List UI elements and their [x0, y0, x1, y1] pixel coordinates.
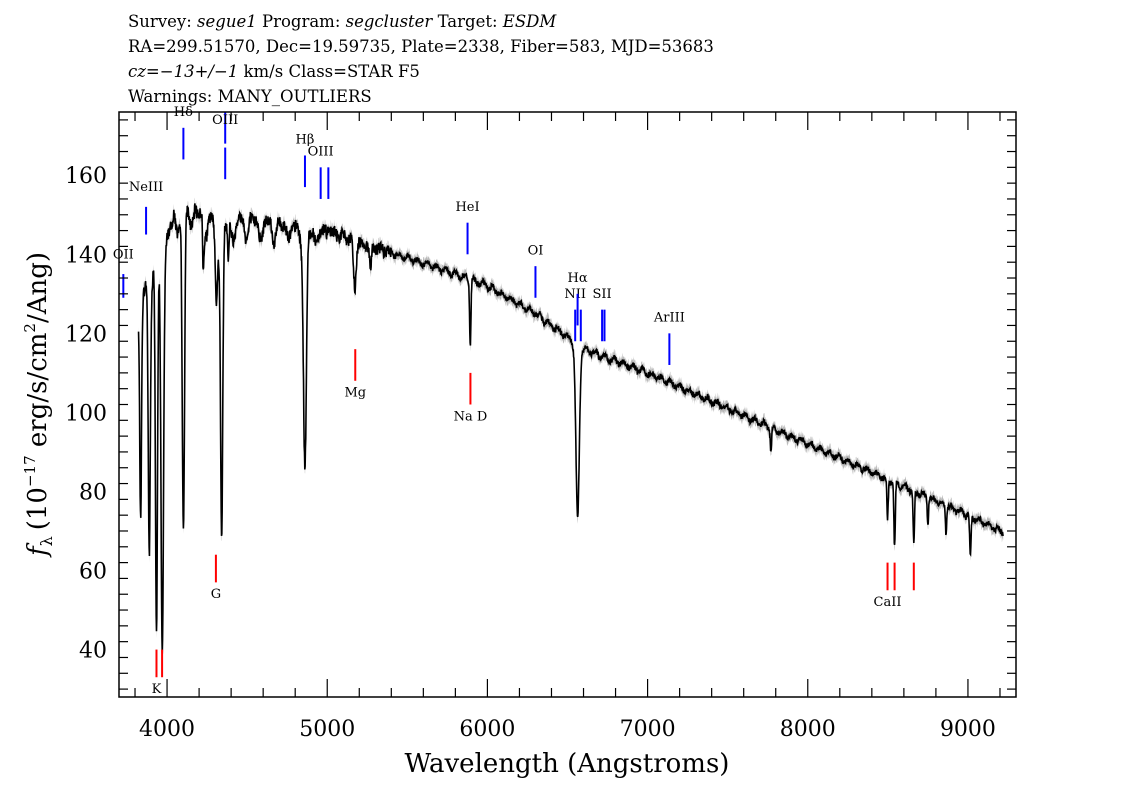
y-axis-label-mid: erg/s/cm [23, 333, 53, 456]
survey-label: Survey: [128, 12, 198, 31]
target-label: Target: [432, 12, 503, 31]
x-tick-label: 6000 [459, 717, 515, 742]
y-tick-label: 140 [65, 243, 107, 268]
y-tick-label: 80 [79, 480, 107, 505]
y-axis-label-exp: −17 [21, 455, 39, 487]
survey-value: segue1 [197, 12, 257, 31]
x-tick-label: 8000 [780, 717, 836, 742]
x-tick-label: 5000 [299, 717, 355, 742]
y-axis-label-exp2: 2 [21, 323, 39, 333]
absorption-line-label-2: G [211, 587, 221, 602]
target-value: ESDM [502, 12, 557, 31]
emission-line-label-15: ArIII [653, 310, 685, 325]
absorption-line-label-5: CaII [874, 595, 902, 610]
y-axis-label: fλ(10−17 erg/s/cm2/Ang) [21, 252, 56, 558]
emission-line-label-8: HeI [455, 200, 479, 215]
absorption-line-label-4: Na D [454, 409, 488, 424]
x-tick-label: 7000 [620, 717, 676, 742]
error-band [138, 197, 1004, 658]
emission-line-label-11: Hα [568, 271, 588, 286]
header-line-3: cz=−13+/−1 km/s Class=STAR F5 [128, 62, 420, 82]
y-axis-label-sub: λ [37, 536, 56, 546]
class-text: km/s Class=STAR F5 [238, 62, 420, 81]
emission-line-label-1: NeIII [129, 180, 163, 195]
y-axis-label-pre: (10 [23, 487, 53, 530]
emission-line-label-5: Hβ [296, 133, 315, 148]
spectrum-line [137, 203, 1004, 654]
y-axis-label-post: /Ang) [23, 252, 53, 323]
y-tick-label: 160 [65, 164, 107, 189]
x-tick-label: 4000 [139, 717, 195, 742]
y-tick-label: 120 [65, 322, 107, 347]
emission-line-label-0: OII [113, 247, 134, 262]
header-line-4: Warnings: MANY_OUTLIERS [128, 87, 372, 106]
emission-line-label-9: OI [528, 243, 544, 258]
header-line-2: RA=299.51570, Dec=19.59735, Plate=2338, … [128, 37, 714, 56]
header-line-1: Survey: segue1 Program: segcluster Targe… [128, 12, 556, 32]
x-tick-label: 9000 [940, 717, 996, 742]
x-axis-label: Wavelength (Angstroms) [405, 749, 730, 779]
emission-line-label-10: NII [564, 287, 586, 302]
absorption-line-label-3: Mg [344, 386, 366, 401]
y-tick-label: 60 [79, 560, 107, 585]
program-label: Program: [256, 12, 346, 31]
y-tick-label: 100 [65, 401, 107, 426]
emission-line-label-6: OIII [308, 144, 334, 159]
redshift-value: cz=−13+/−1 [128, 62, 239, 81]
absorption-line-label-0: K [152, 682, 162, 697]
y-tick-label: 40 [79, 639, 107, 664]
emission-line-label-13: SII [593, 287, 612, 302]
program-value: segcluster [345, 12, 433, 31]
emission-line-label-3: OIII [212, 113, 238, 128]
